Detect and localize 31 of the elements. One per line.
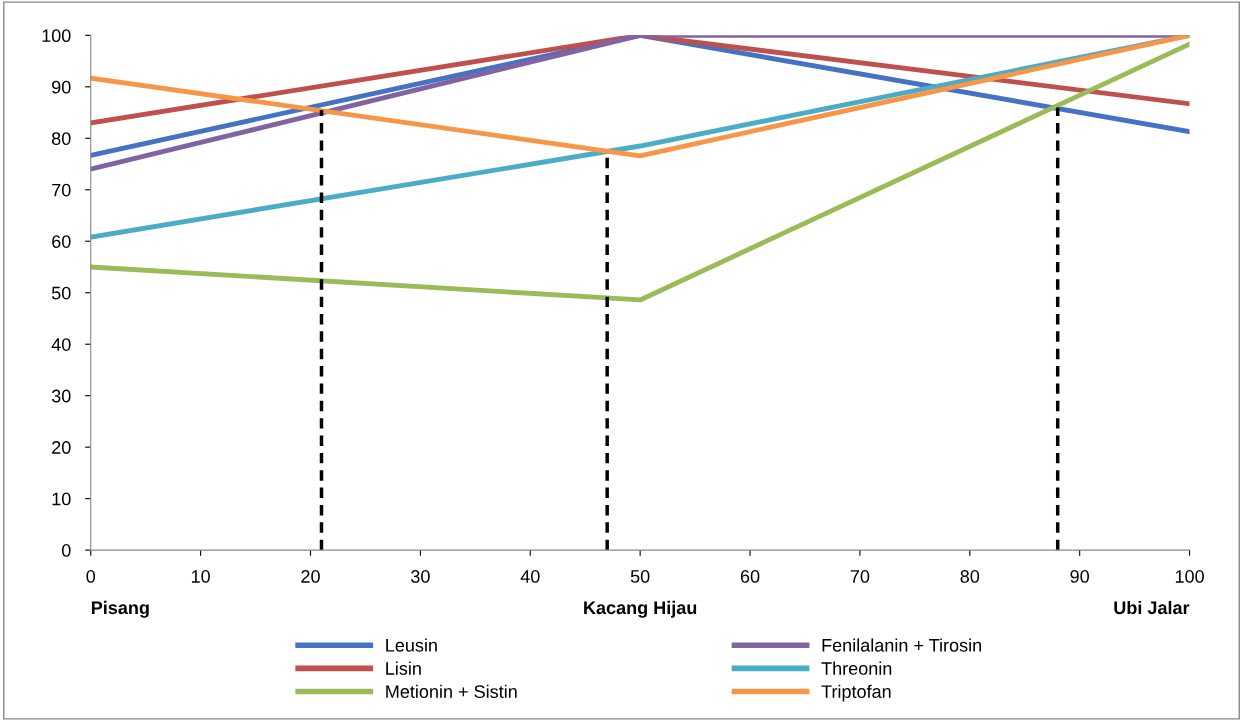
- x-tick-label: 50: [630, 570, 650, 583]
- text: Kacang Hijau: [584, 600, 697, 618]
- legend-label: Threonin: [821, 661, 892, 675]
- x-tick-label: 30: [411, 570, 430, 583]
- x-tick-label: 100: [1175, 570, 1204, 583]
- legend-label: Metionin + Sistin: [386, 684, 517, 699]
- x-tick-label: 60: [740, 570, 760, 583]
- y-tick-label: 40: [51, 338, 71, 351]
- legend-label: Triptofan: [821, 684, 891, 702]
- x-tick-label: 20: [301, 570, 320, 583]
- y-tick-label: 80: [52, 132, 71, 146]
- y-tick-label: 10: [52, 492, 71, 506]
- text: Pisang: [91, 600, 149, 618]
- y-tick-label: 50: [51, 286, 71, 300]
- x-tick-label: 90: [1070, 570, 1090, 583]
- y-tick-label: 70: [52, 183, 71, 197]
- y-tick-label: 90: [52, 80, 71, 94]
- x-tick-label: 0: [86, 570, 96, 583]
- y-tick-label: 100: [42, 29, 71, 43]
- x-tick-label: 80: [960, 570, 980, 583]
- legend-label: Leusin: [386, 638, 437, 652]
- x-tick-label: 10: [191, 570, 210, 583]
- x-tick-label: 40: [520, 570, 540, 583]
- text: Ubi Jalar: [1114, 600, 1190, 615]
- legend-label: Fenilalanin + Tirosin: [822, 638, 981, 652]
- legend-label: Lisin: [386, 661, 421, 675]
- y-tick-label: 30: [51, 389, 71, 403]
- x-tick-label: 70: [850, 570, 870, 583]
- y-tick-label: 20: [52, 441, 71, 454]
- y-tick-label: 0: [61, 544, 71, 557]
- y-tick-label: 60: [52, 235, 71, 248]
